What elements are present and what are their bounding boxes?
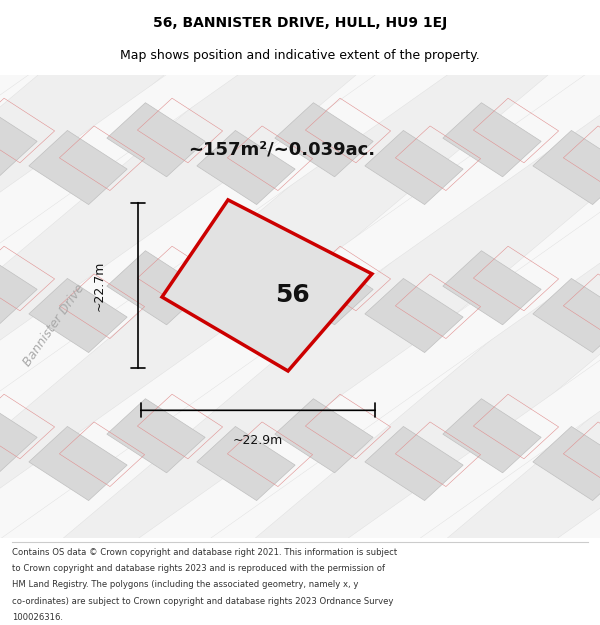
Polygon shape bbox=[365, 131, 463, 204]
Polygon shape bbox=[443, 547, 541, 621]
Polygon shape bbox=[197, 0, 295, 56]
Polygon shape bbox=[29, 279, 127, 352]
Text: ~157m²/~0.039ac.: ~157m²/~0.039ac. bbox=[188, 140, 376, 158]
Text: 56: 56 bbox=[275, 282, 310, 307]
Polygon shape bbox=[443, 251, 541, 325]
Polygon shape bbox=[365, 279, 463, 352]
Polygon shape bbox=[0, 318, 600, 625]
Text: HM Land Registry. The polygons (including the associated geometry, namely x, y: HM Land Registry. The polygons (includin… bbox=[12, 581, 358, 589]
Polygon shape bbox=[275, 547, 373, 621]
Text: Contains OS data © Crown copyright and database right 2021. This information is : Contains OS data © Crown copyright and d… bbox=[12, 548, 397, 557]
Polygon shape bbox=[0, 466, 600, 625]
Polygon shape bbox=[0, 29, 285, 584]
Polygon shape bbox=[107, 0, 205, 29]
Polygon shape bbox=[197, 426, 295, 501]
Polygon shape bbox=[365, 426, 463, 501]
Polygon shape bbox=[0, 170, 600, 625]
Polygon shape bbox=[533, 279, 600, 352]
Polygon shape bbox=[0, 0, 600, 433]
Polygon shape bbox=[0, 75, 600, 538]
Polygon shape bbox=[0, 29, 477, 584]
Polygon shape bbox=[107, 102, 205, 177]
Polygon shape bbox=[275, 0, 373, 29]
Polygon shape bbox=[107, 399, 205, 472]
Polygon shape bbox=[327, 29, 600, 584]
Polygon shape bbox=[197, 131, 295, 204]
Polygon shape bbox=[275, 399, 373, 472]
Polygon shape bbox=[135, 29, 600, 584]
Text: 56, BANNISTER DRIVE, HULL, HU9 1EJ: 56, BANNISTER DRIVE, HULL, HU9 1EJ bbox=[153, 16, 447, 31]
Polygon shape bbox=[533, 426, 600, 501]
Polygon shape bbox=[0, 251, 37, 325]
Polygon shape bbox=[29, 131, 127, 204]
Polygon shape bbox=[275, 251, 373, 325]
Text: ~22.7m: ~22.7m bbox=[92, 260, 106, 311]
Polygon shape bbox=[0, 22, 600, 581]
Polygon shape bbox=[0, 102, 37, 177]
Polygon shape bbox=[0, 29, 600, 584]
Polygon shape bbox=[519, 29, 600, 584]
Polygon shape bbox=[162, 200, 372, 371]
Polygon shape bbox=[533, 131, 600, 204]
Polygon shape bbox=[107, 251, 205, 325]
Polygon shape bbox=[0, 547, 37, 621]
Text: Bannister Drive: Bannister Drive bbox=[21, 281, 87, 368]
Text: to Crown copyright and database rights 2023 and is reproduced with the permissio: to Crown copyright and database rights 2… bbox=[12, 564, 385, 573]
Text: Map shows position and indicative extent of the property.: Map shows position and indicative extent… bbox=[120, 49, 480, 62]
Polygon shape bbox=[443, 399, 541, 472]
Polygon shape bbox=[443, 102, 541, 177]
Polygon shape bbox=[275, 102, 373, 177]
Polygon shape bbox=[0, 29, 93, 584]
Polygon shape bbox=[0, 0, 600, 286]
Polygon shape bbox=[365, 0, 463, 56]
Text: 100026316.: 100026316. bbox=[12, 612, 63, 622]
Polygon shape bbox=[107, 547, 205, 621]
Polygon shape bbox=[0, 0, 37, 29]
Polygon shape bbox=[0, 0, 600, 138]
Polygon shape bbox=[0, 399, 37, 472]
Text: ~22.9m: ~22.9m bbox=[233, 434, 283, 447]
Polygon shape bbox=[29, 426, 127, 501]
Polygon shape bbox=[443, 0, 541, 29]
Polygon shape bbox=[533, 0, 600, 56]
Polygon shape bbox=[29, 0, 127, 56]
Polygon shape bbox=[197, 279, 295, 352]
Text: co-ordinates) are subject to Crown copyright and database rights 2023 Ordnance S: co-ordinates) are subject to Crown copyr… bbox=[12, 596, 394, 606]
